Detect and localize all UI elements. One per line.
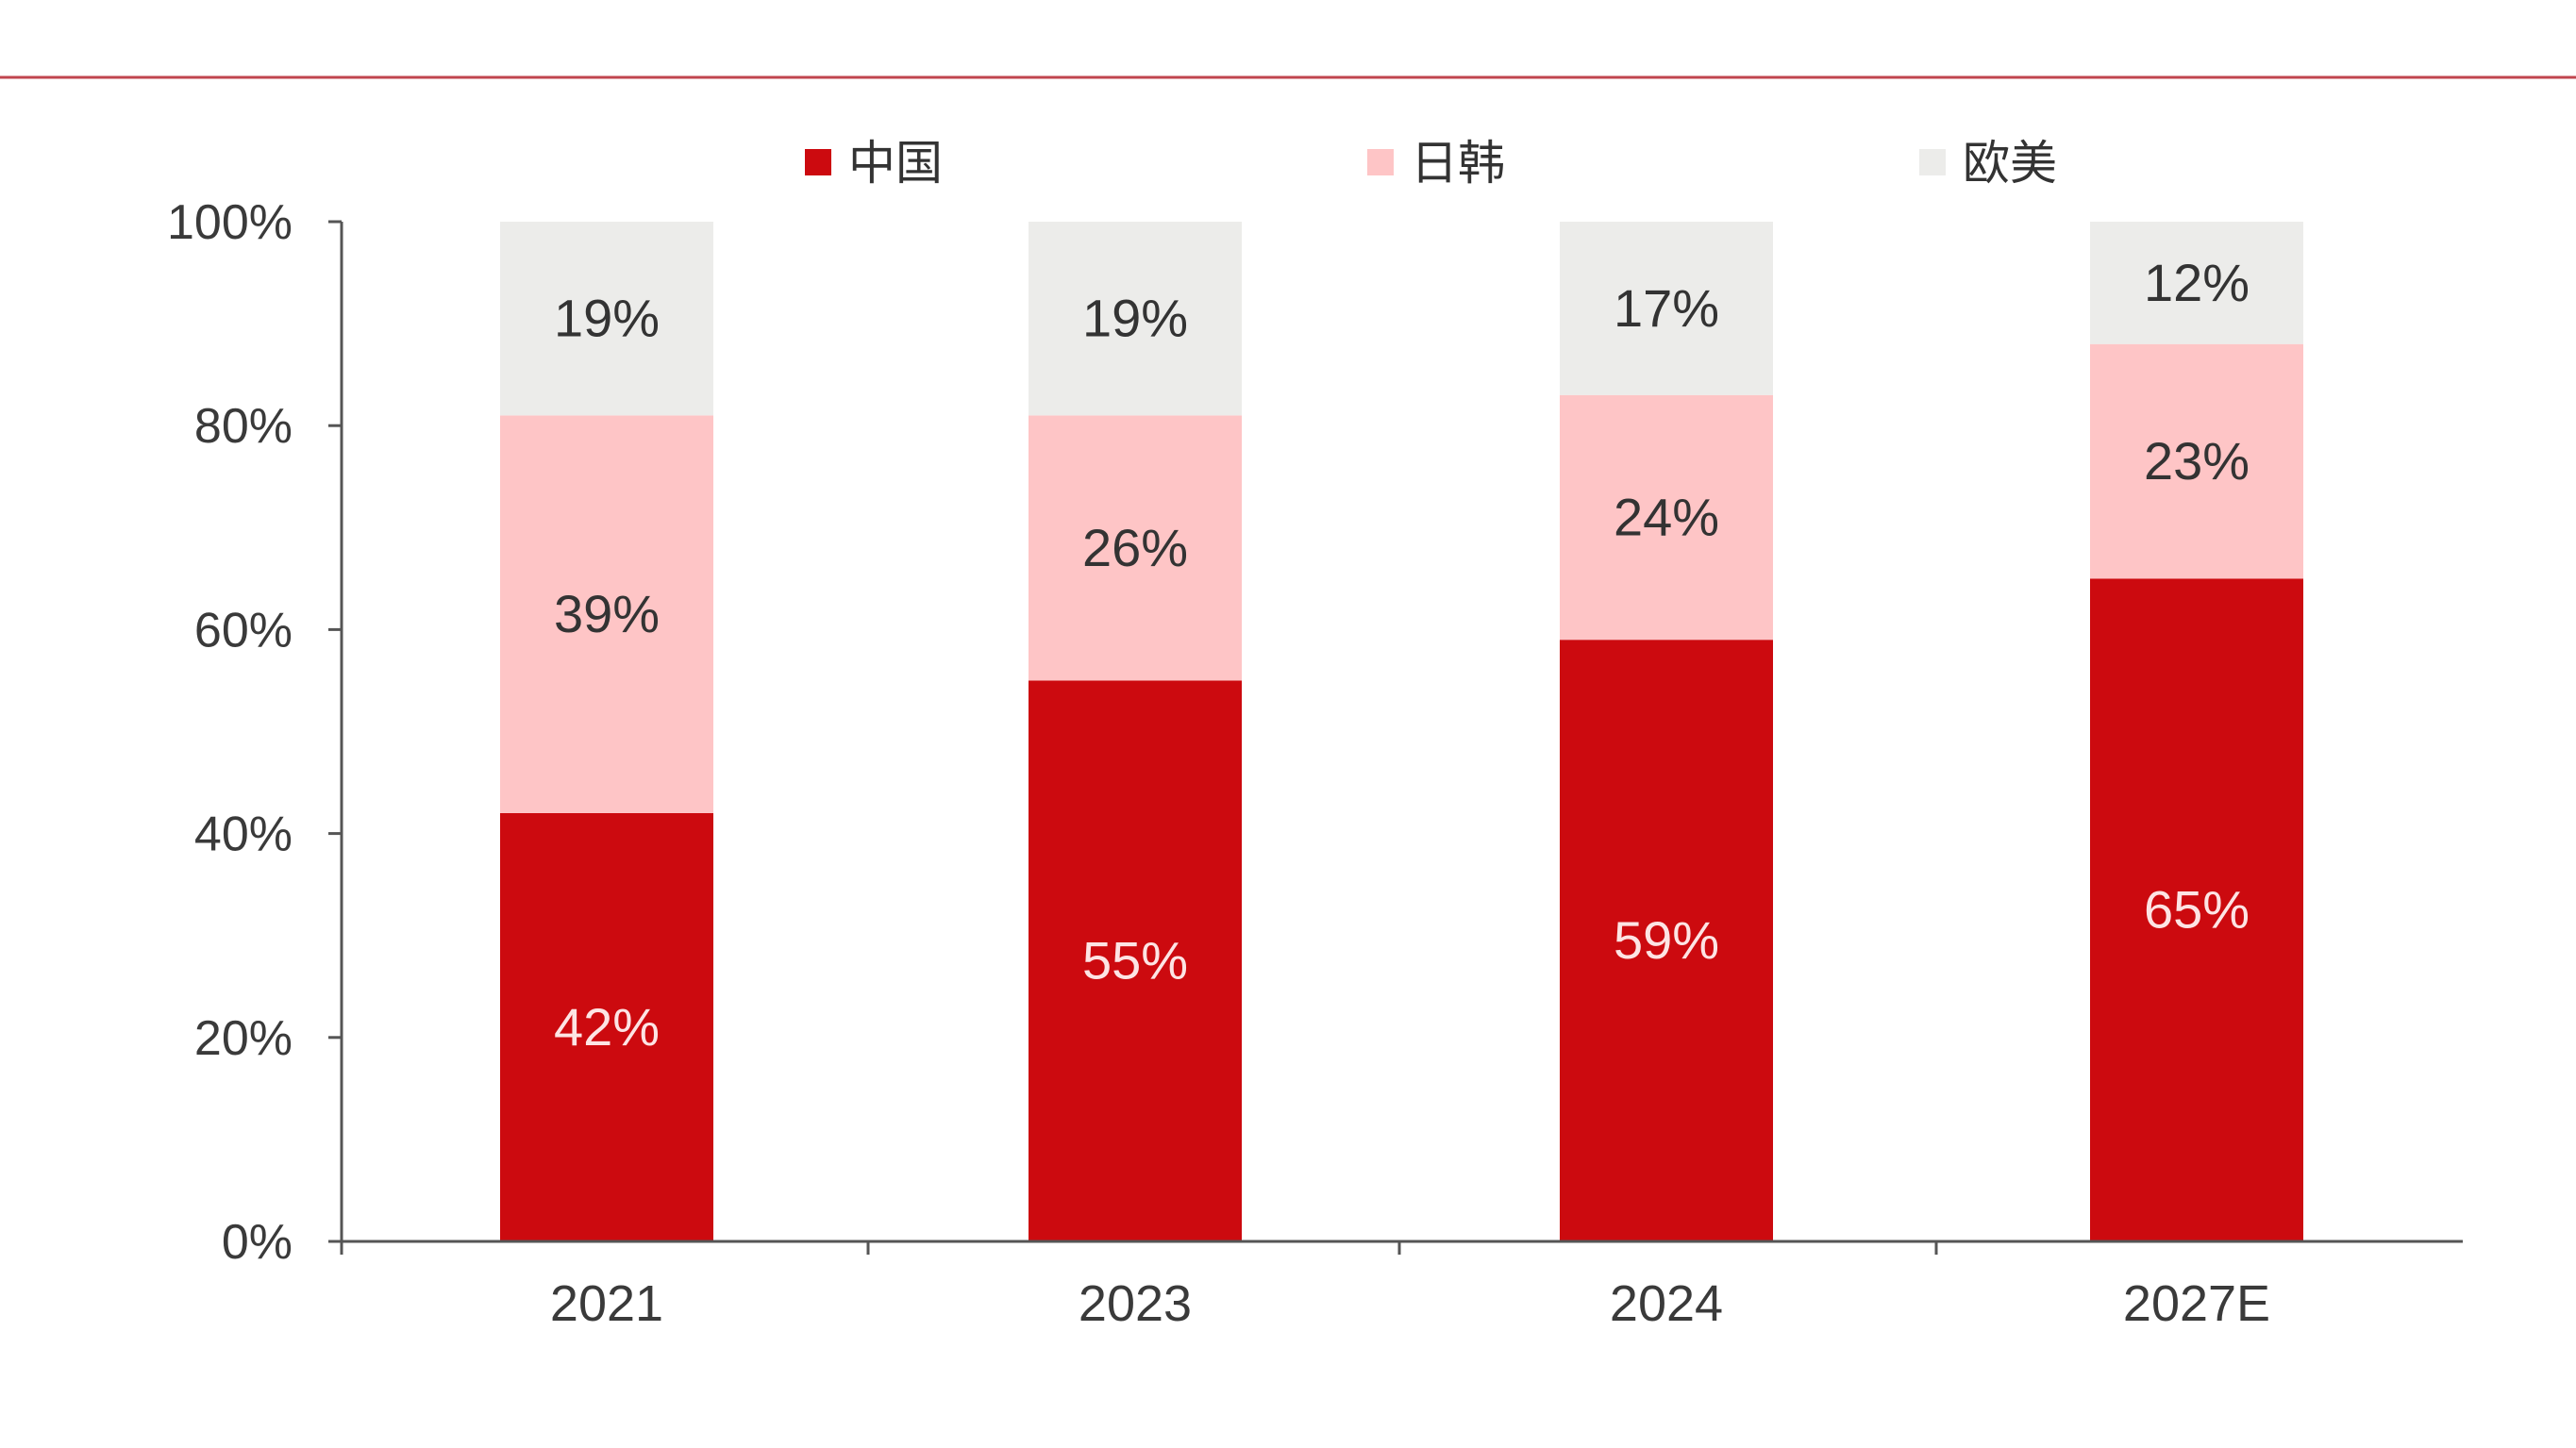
legend-label: 欧美	[1963, 136, 2057, 191]
legend: 中国 日韩 欧美	[805, 136, 2057, 191]
bar-segment	[1560, 394, 1773, 641]
data-label: 26%	[1082, 518, 1188, 577]
bar-segment	[1560, 222, 1773, 395]
data-label: 65%	[2144, 880, 2250, 940]
bar-segment	[2090, 222, 2303, 344]
y-tick-label: 20%	[194, 1011, 293, 1066]
bar-segment	[2090, 578, 2303, 1241]
data-label: 39%	[554, 584, 660, 643]
x-tick-label: 2023	[1079, 1275, 1192, 1332]
data-label: 24%	[1614, 487, 1719, 546]
legend-swatch	[1919, 149, 1946, 175]
bar-segment	[500, 222, 713, 416]
data-label: 23%	[2144, 431, 2250, 491]
data-label: 55%	[1082, 931, 1188, 990]
y-tick-label: 100%	[167, 195, 293, 250]
legend-swatch	[1367, 149, 1394, 175]
axes: 2021 2023 2024 2027E 0% 20% 40% 60% 80% 100%	[167, 195, 2463, 1332]
bar-segment	[500, 415, 713, 813]
data-label: 12%	[2144, 253, 2250, 312]
bar-segment	[1029, 415, 1242, 681]
bar-segment	[1560, 640, 1773, 1241]
x-tick-label: 2024	[1610, 1275, 1723, 1332]
y-tick-label: 60%	[194, 603, 293, 657]
bar-segment	[1029, 680, 1242, 1241]
data-label: 19%	[1082, 289, 1188, 348]
bar-segment	[2090, 343, 2303, 579]
legend-swatch	[805, 149, 831, 175]
x-tick-label: 2021	[550, 1275, 663, 1332]
data-label: 42%	[554, 997, 660, 1057]
y-tick-label: 80%	[194, 399, 293, 454]
y-tick-label: 0%	[222, 1215, 293, 1270]
bar-segment	[500, 812, 713, 1241]
bar-segment	[1029, 222, 1242, 416]
x-tick-label: 2027E	[2123, 1275, 2270, 1332]
data-label: 19%	[554, 289, 660, 348]
data-label: 59%	[1614, 910, 1719, 970]
data-label: 17%	[1614, 278, 1719, 338]
legend-label: 中国	[848, 136, 943, 191]
legend-label: 日韩	[1411, 136, 1505, 191]
bars: 42% 39% 19% 55% 26% 19% 59% 24% 17% 65% 23% 12%	[500, 222, 2303, 1241]
y-tick-label: 40%	[194, 807, 293, 862]
